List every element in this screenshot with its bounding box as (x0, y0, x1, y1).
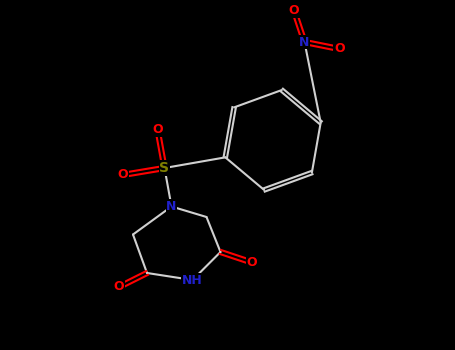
Text: N: N (167, 200, 177, 213)
Text: NH: NH (182, 273, 203, 287)
Text: O: O (247, 256, 258, 269)
Text: O: O (152, 123, 163, 136)
Text: S: S (160, 161, 170, 175)
Text: N: N (299, 35, 310, 49)
Text: O: O (288, 4, 299, 17)
Text: O: O (114, 280, 124, 294)
Text: O: O (117, 168, 128, 182)
Text: O: O (334, 42, 345, 56)
